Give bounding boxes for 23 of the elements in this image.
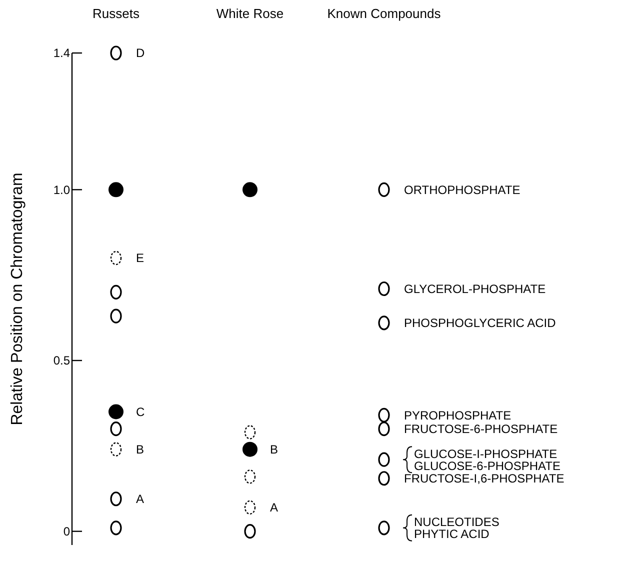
annotation: FRUCTOSE-6-PHOSPHATE <box>404 422 558 436</box>
annotation: D <box>136 46 145 60</box>
annotation: A <box>270 500 278 515</box>
y-tick-label: 1.0 <box>53 182 70 197</box>
x-tick-label: Known Compounds <box>327 6 442 21</box>
annotation: A <box>136 492 144 506</box>
x-tick-label: Russets <box>92 6 140 21</box>
annotation: PYROPHOSPHATE <box>404 408 512 422</box>
annotation: ORTHOPHOSPHATE <box>404 182 520 197</box>
annotation: GLUCOSE-I-PHOSPHATE GLUCOSE-6-PHOSPHATE <box>414 446 560 473</box>
annotation: PHOSPHOGLYCERIC ACID <box>404 316 556 330</box>
annotation: FRUCTOSE-I,6-PHOSPHATE <box>404 472 564 486</box>
y-axis-title: Relative Position on Chromatogram <box>9 172 26 426</box>
x-tick-label: White Rose <box>216 6 284 21</box>
annotation: B <box>270 442 278 457</box>
annotation: C <box>136 404 145 419</box>
y-tick-label: 0.5 <box>53 354 70 368</box>
annotation: GLYCEROL-PHOSPHATE <box>404 282 546 296</box>
annotation: NUCLEOTIDES PHYTIC ACID <box>414 515 500 542</box>
annotation: B <box>136 442 144 457</box>
annotation: E <box>136 251 144 266</box>
y-tick-label: 0 <box>63 524 70 539</box>
y-tick-label: 1.4 <box>53 46 70 60</box>
